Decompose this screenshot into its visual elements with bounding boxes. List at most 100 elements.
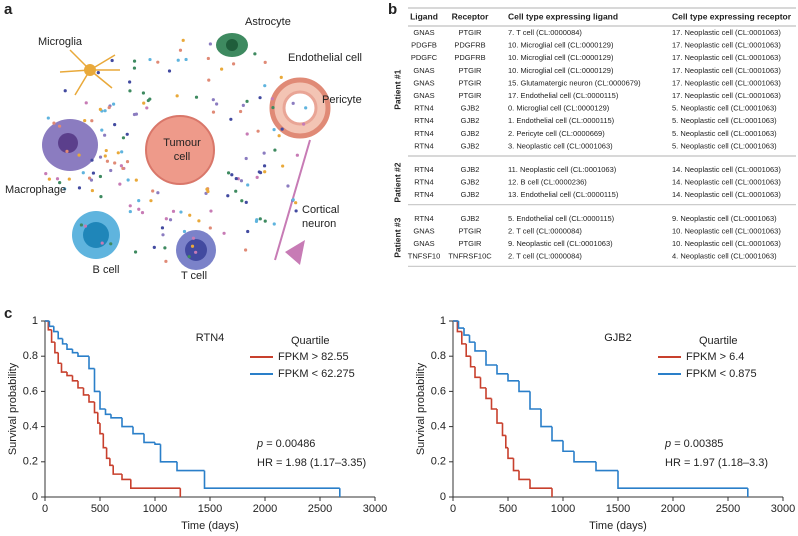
signal-dot — [113, 123, 117, 127]
signal-dot — [84, 101, 88, 105]
survival-step — [159, 444, 177, 463]
signal-dot — [205, 187, 209, 191]
signal-dot — [120, 150, 124, 154]
signal-dot — [152, 245, 156, 249]
survival-step — [105, 447, 110, 460]
signal-dot — [176, 58, 180, 62]
cell-label: Astrocyte — [245, 16, 291, 28]
signal-dot — [239, 179, 244, 183]
signal-dot — [207, 78, 211, 82]
cell-label: Tumour — [163, 137, 201, 149]
signal-dot — [99, 194, 103, 199]
table-cell: PTGIR — [459, 226, 483, 235]
group-label: Patient #1 — [392, 69, 402, 109]
table-cell: GJB2 — [461, 190, 480, 199]
signal-dot — [270, 97, 274, 101]
x-tick-label: 0 — [42, 503, 48, 515]
signal-dot — [258, 217, 262, 221]
signal-dot — [231, 62, 236, 66]
y-tick-label: 0.6 — [23, 385, 38, 397]
signal-dot — [44, 171, 48, 176]
survival-step — [53, 326, 59, 333]
signal-dot — [188, 213, 192, 217]
survival-step — [474, 366, 481, 379]
survival-step — [130, 479, 181, 489]
signal-dot — [244, 200, 248, 204]
chart-title: RTN4 — [196, 332, 225, 344]
survival-step — [93, 401, 98, 414]
survival-step — [48, 321, 54, 328]
survival-step — [490, 398, 497, 410]
signal-dot — [206, 56, 210, 61]
signal-dot — [238, 109, 243, 114]
table-cell: PDGFRB — [454, 41, 485, 50]
survival-step — [102, 433, 107, 449]
signal-dot — [103, 133, 107, 137]
signal-dot — [263, 84, 267, 88]
survival-step — [457, 321, 464, 329]
signal-dot — [271, 105, 275, 110]
x-tick-label: 2000 — [661, 503, 685, 515]
signal-dot — [90, 158, 94, 162]
survival-step — [507, 447, 514, 460]
signal-dot — [100, 241, 104, 245]
survival-step — [82, 387, 89, 396]
cell-label: Pericyte — [322, 94, 362, 106]
legend-label: FPKM < 62.275 — [278, 368, 355, 380]
signal-dot — [244, 156, 248, 161]
cell-label: Cortical — [302, 204, 339, 216]
table-cell: GJB2 — [461, 141, 480, 150]
survival-step — [501, 423, 506, 437]
signal-dot — [116, 151, 120, 155]
annotation-text: HR = 1.98 (1.17–3.35) — [257, 457, 366, 469]
annotation-text: = 0.00385 — [674, 438, 723, 450]
survival-step — [203, 470, 340, 489]
signal-dot — [263, 60, 267, 64]
cell-label: Macrophage — [5, 184, 66, 196]
signal-dot — [132, 112, 137, 117]
cell-label: Microglia — [38, 36, 83, 48]
survival-step — [57, 352, 62, 365]
signal-dot — [279, 75, 283, 79]
signal-dot — [168, 218, 173, 222]
annotation-italic: p — [256, 438, 263, 450]
table-cell: 2. T cell (CL:0000084) — [508, 226, 582, 235]
signal-dot — [46, 116, 50, 120]
survival-step — [54, 342, 59, 354]
signal-dot — [57, 124, 62, 128]
signal-dot — [256, 129, 260, 133]
survival-step — [77, 352, 89, 357]
survival-step — [485, 350, 497, 366]
signal-dot — [258, 96, 262, 100]
signal-dot — [181, 38, 185, 42]
signal-dot — [280, 127, 284, 131]
table-cell: PTGIR — [459, 78, 483, 87]
table-cell: 0. Microglial cell (CL:0000129) — [508, 104, 610, 113]
survival-step — [562, 440, 574, 453]
table-cell: 10. Neoplastic cell (CL:0001063) — [672, 226, 781, 235]
signal-dot — [156, 60, 160, 64]
panel-label: b — [388, 1, 397, 18]
annotation-italic: p — [664, 438, 671, 450]
signal-dot — [209, 209, 213, 213]
survival-step — [518, 380, 530, 393]
x-tick-label: 1500 — [606, 503, 630, 515]
signal-dot — [197, 219, 201, 223]
signal-dot — [90, 119, 94, 123]
signal-dot — [98, 174, 103, 179]
x-tick-label: 1000 — [551, 503, 575, 515]
x-tick-label: 2000 — [253, 503, 277, 515]
survival-step — [551, 426, 563, 442]
signal-dot — [148, 97, 152, 101]
table-cell: 2. Pericyte cell (CL:0000669) — [508, 129, 605, 138]
signal-dot — [107, 105, 111, 110]
signal-dot — [96, 71, 100, 75]
survival-step — [496, 365, 508, 375]
y-tick-label: 1 — [32, 315, 38, 327]
table-cell: PDGFRB — [454, 53, 485, 62]
survival-step — [463, 328, 470, 336]
table-cell: 12. B cell (CL:0000236) — [508, 178, 587, 187]
signal-dot — [128, 209, 132, 214]
signal-dot — [171, 209, 176, 213]
survival-step — [121, 417, 133, 428]
